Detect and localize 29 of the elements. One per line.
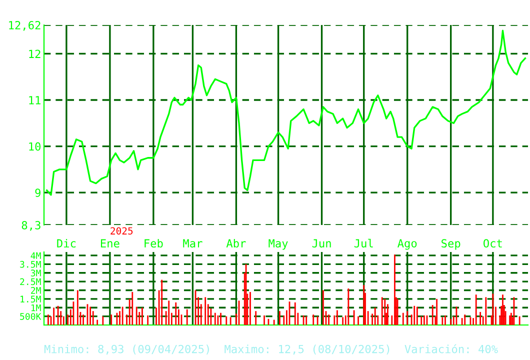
y-tick-label: 500K (20, 313, 42, 320)
y-tick-label: 3.5M (20, 260, 41, 268)
y-tick-label: 9 (35, 188, 40, 197)
y-tick-label: 1M (31, 304, 41, 312)
x-tick-label: May (268, 239, 288, 250)
y-tick-label: 12 (29, 50, 40, 58)
y-tick-label: 12,62 (9, 21, 40, 31)
x-tick-label: Jun (312, 239, 331, 248)
x-tick-label: Dic (57, 238, 76, 248)
x-tick-label: Oct (484, 239, 502, 248)
y-tick-label: 4M (30, 252, 41, 259)
y-tick-label: 11 (29, 96, 40, 104)
y-tick-label: 10 (29, 142, 40, 151)
x-tick-label: Abr (226, 238, 246, 248)
text: Minimo: 8,93 (09/04/2025) (44, 344, 209, 355)
x-tick-label: Ago (398, 239, 417, 250)
y-tick-label: 2.5M (20, 278, 41, 286)
text: Maximo: 12,5 (08/10/2025) (224, 344, 390, 355)
text: Variación: 40% (404, 344, 498, 354)
x-tick-label: Sep (442, 239, 460, 250)
x-tick-label: Feb (144, 238, 163, 248)
y-tick-label: 8,3 (22, 221, 40, 231)
text: 2025 (110, 227, 133, 235)
x-tick-label: Ene (100, 239, 120, 248)
y-tick-label: 2M (31, 286, 41, 294)
x-tick-label: Jul (354, 238, 373, 248)
y-tick-label: 1.5M (20, 296, 41, 303)
x-tick-label: Mar (183, 239, 202, 248)
y-tick-label: 3M (30, 270, 41, 276)
